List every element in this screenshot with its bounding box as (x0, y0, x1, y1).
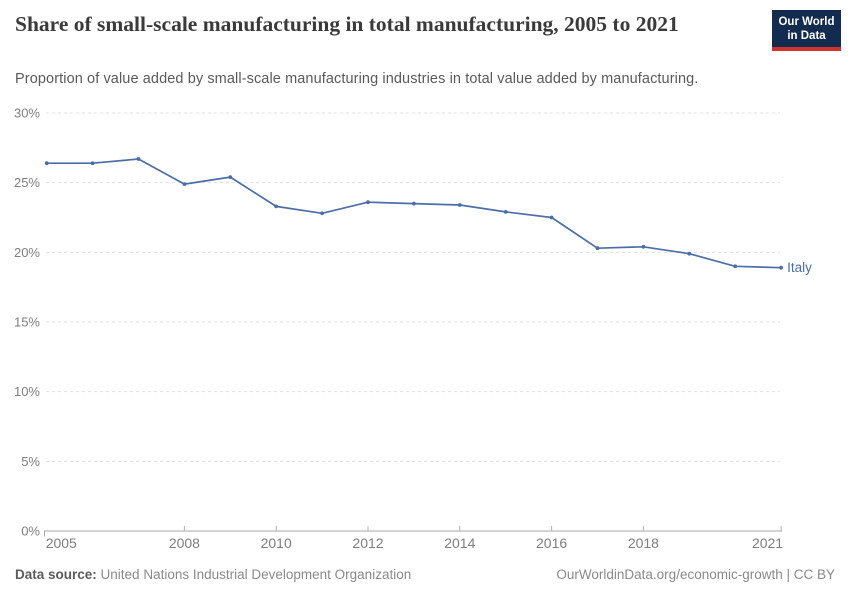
owid-logo-line2: in Data (787, 30, 826, 42)
chart-subtitle: Proportion of value added by small-scale… (15, 71, 699, 87)
data-source: Data source: United Nations Industrial D… (15, 567, 411, 582)
page-title: Share of small-scale manufacturing in to… (15, 12, 679, 36)
y-tick-label: 10% (14, 384, 40, 399)
series-end-label: Italy (787, 260, 812, 275)
data-point (503, 210, 508, 214)
x-tick-label: 2010 (261, 535, 292, 551)
x-tick-label: 2005 (46, 535, 77, 551)
data-point (412, 201, 416, 206)
data-point (366, 200, 370, 205)
series-line (45, 158, 782, 269)
y-tick-label: 0% (21, 524, 40, 539)
data-point (320, 211, 324, 216)
data-source-value: United Nations Industrial Development Or… (100, 567, 412, 582)
data-point (44, 161, 49, 166)
data-point (687, 251, 692, 256)
x-tick-label: 2014 (444, 535, 475, 551)
y-tick-label: 20% (14, 245, 40, 260)
data-point (228, 175, 233, 180)
owid-logo-line1: Our World (778, 16, 835, 28)
x-tick-label: 2016 (536, 535, 567, 551)
y-tick-label: 30% (14, 106, 40, 121)
data-point (182, 182, 187, 187)
data-source-label: Data source: (15, 567, 97, 582)
data-point (733, 264, 738, 269)
y-tick-label: 15% (14, 315, 40, 330)
data-point (779, 265, 783, 270)
data-point (595, 246, 600, 251)
x-tick-label: 2012 (352, 535, 383, 551)
y-tick-label: 5% (21, 454, 40, 469)
footer-link[interactable]: OurWorldinData.org/economic-growth | CC … (556, 567, 835, 582)
x-tick-label: 2008 (169, 535, 200, 551)
data-point (274, 204, 279, 209)
data-point (549, 215, 554, 220)
x-tick-label: 2021 (752, 535, 783, 551)
data-point (641, 244, 646, 249)
data-point (90, 161, 95, 166)
data-point (457, 203, 462, 207)
data-point (136, 157, 141, 161)
x-tick-label: 2018 (628, 535, 659, 551)
y-tick-label: 25% (14, 175, 40, 190)
owid-logo[interactable]: Our World in Data (772, 10, 841, 51)
